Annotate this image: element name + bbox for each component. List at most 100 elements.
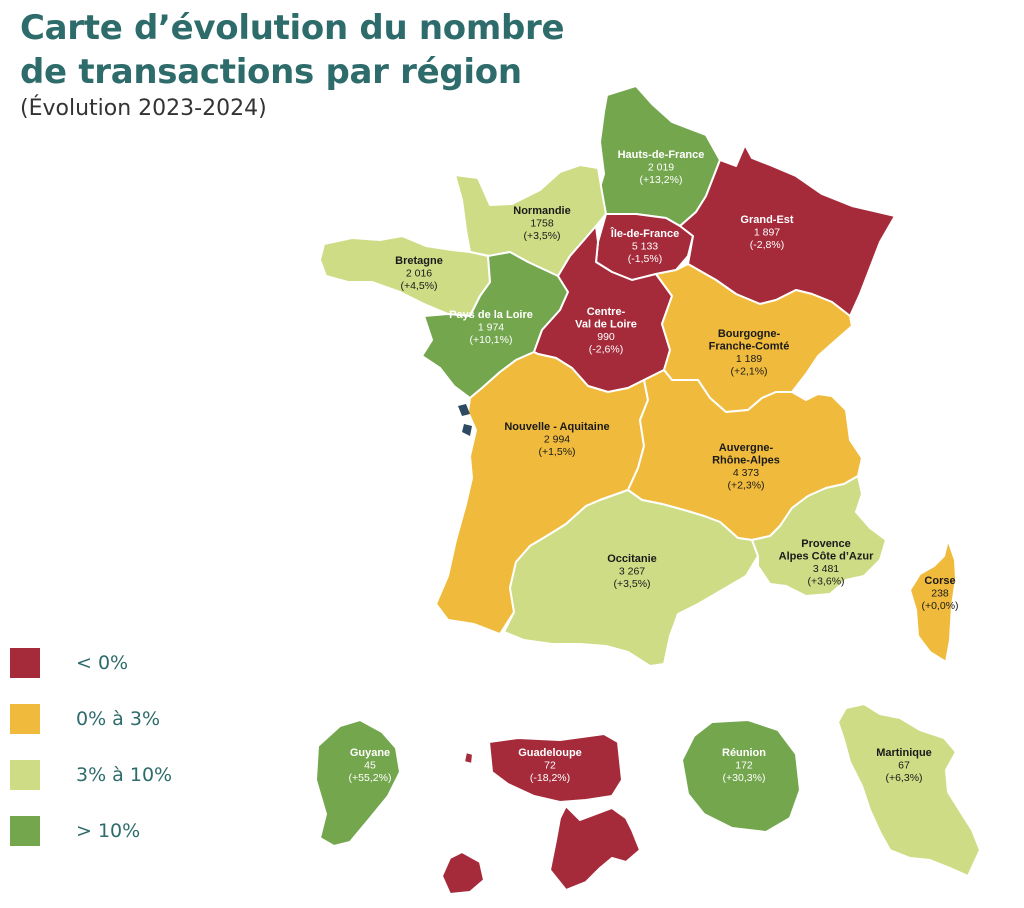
region-change: (-18,2%) — [530, 772, 570, 784]
region-name: Bretagne — [395, 255, 443, 267]
region-label-normandie: Normandie 1758 (+3,5%) — [513, 205, 570, 242]
region-label-bretagne: Bretagne 2 016 (+4,5%) — [395, 255, 443, 292]
region-name: Hauts-de-France — [618, 149, 705, 161]
region-label-martinique: Martinique 67 (+6,3%) — [876, 747, 932, 784]
region-martinique — [837, 703, 981, 877]
region-name: Guadeloupe — [518, 747, 582, 759]
region-shape-martinique — [837, 703, 981, 877]
region-transactions: 238 — [931, 588, 949, 600]
region-transactions: 72 — [544, 760, 556, 772]
region-change: (+13,2%) — [640, 174, 683, 186]
region-label-bourgogne-franche-comte: Bourgogne-Franche-Comté 1 189 (+2,1%) — [709, 328, 790, 378]
legend-item: < 0% — [10, 648, 172, 678]
region-paca — [751, 475, 887, 597]
region-transactions: 2 016 — [406, 268, 432, 280]
region-label-occitanie: Occitanie 3 267 (+3,5%) — [607, 553, 657, 590]
region-name: Centre- — [587, 306, 626, 318]
region-change: (+55,2%) — [349, 772, 392, 784]
region-shape-corse — [909, 539, 957, 663]
region-transactions: 172 — [735, 760, 753, 772]
region-label-nouvelle-aquitaine: Nouvelle - Aquitaine 2 994 (+1,5%) — [504, 421, 609, 458]
region-transactions: 3 481 — [813, 563, 839, 575]
region-shape-guadeloupe-1 — [549, 805, 641, 891]
region-change: (+0,0%) — [921, 600, 958, 612]
legend-label: < 0% — [76, 652, 129, 674]
region-label-guadeloupe: Guadeloupe 72 (-18,2%) — [518, 747, 582, 784]
region-change: (+30,3%) — [723, 772, 766, 784]
legend-item: 0% à 3% — [10, 704, 172, 734]
map-subtitle: (Évolution 2023-2024) — [20, 96, 267, 121]
legend-swatch — [10, 648, 40, 678]
region-name: Corse — [924, 575, 955, 587]
map-title-line-2: de transactions par région — [20, 52, 522, 92]
region-name: Martinique — [876, 747, 932, 759]
region-label-pays-de-la-loire: Pays de la Loire 1 974 (+10,1%) — [449, 309, 533, 346]
region-guyane — [315, 719, 401, 847]
region-transactions: 4 373 — [733, 467, 759, 479]
region-name: Provence — [801, 538, 851, 550]
region-shape-paca — [751, 475, 887, 597]
region-shape-reunion — [681, 719, 801, 833]
region-transactions: 5 133 — [632, 241, 658, 253]
region-change: (+1,5%) — [538, 446, 575, 458]
region-name: Réunion — [722, 747, 766, 759]
region-name: Nouvelle - Aquitaine — [504, 421, 609, 433]
region-change: (+3,5%) — [613, 578, 650, 590]
region-change: (+2,1%) — [730, 366, 767, 378]
region-shape-guadeloupe-2 — [441, 851, 485, 895]
region-label-corse: Corse 238 (+0,0%) — [921, 575, 958, 612]
region-name: Pays de la Loire — [449, 309, 533, 321]
region-change: (+4,5%) — [400, 280, 437, 292]
region-name: Auvergne- — [719, 442, 774, 454]
region-transactions: 2 994 — [544, 434, 570, 446]
region-reunion — [681, 719, 801, 833]
region-change: (+3,6%) — [807, 576, 844, 588]
legend-label: 0% à 3% — [76, 708, 161, 730]
title-block: Carte d’évolution du nombre de transacti… — [20, 6, 565, 121]
region-name: Bourgogne- — [718, 328, 781, 340]
region-shape-occitanie — [503, 489, 759, 667]
legend-item: 3% à 10% — [10, 760, 172, 790]
region-change: (+10,1%) — [470, 334, 513, 346]
region-name: Rhône-Alpes — [712, 455, 780, 467]
region-transactions: 1758 — [530, 218, 554, 230]
region-name: Val de Loire — [575, 319, 637, 331]
region-name: Île-de-France — [610, 227, 679, 240]
region-change: (-2,6%) — [589, 344, 623, 356]
region-transactions: 1 974 — [478, 322, 504, 334]
region-transactions: 1 897 — [754, 227, 780, 239]
region-transactions: 3 267 — [619, 566, 645, 578]
legend-item: > 10% — [10, 816, 172, 846]
region-guadeloupe — [441, 733, 641, 895]
region-label-ile-de-france: Île-de-France 5 133 (-1,5%) — [610, 227, 679, 265]
legend-swatch — [10, 816, 40, 846]
region-shape-guadeloupe-3 — [463, 751, 474, 765]
map-title-line-1: Carte d’évolution du nombre — [20, 8, 565, 48]
region-name: Alpes Côte d’Azur — [779, 551, 874, 563]
region-shape-guadeloupe — [488, 733, 623, 803]
region-change: (+6,3%) — [885, 772, 922, 784]
region-label-hauts-de-france: Hauts-de-France 2 019 (+13,2%) — [618, 149, 705, 186]
region-name: Grand-Est — [740, 214, 794, 226]
region-transactions: 45 — [364, 760, 376, 772]
island-2 — [462, 424, 472, 436]
region-label-guyane: Guyane 45 (+55,2%) — [349, 747, 392, 784]
region-label-auvergne-rhone-alpes: Auvergne-Rhône-Alpes 4 373 (+2,3%) — [712, 442, 780, 492]
region-shape-guyane — [315, 719, 401, 847]
legend: < 0% 0% à 3% 3% à 10% > 10% — [10, 648, 172, 872]
region-change: (-2,8%) — [750, 239, 784, 251]
region-transactions: 67 — [898, 760, 910, 772]
region-label-centre-val-de-loire: Centre-Val de Loire 990 (-2,6%) — [575, 306, 637, 356]
region-label-paca: Provence Alpes Côte d’Azur 3 481 (+3,6%) — [779, 538, 874, 588]
legend-swatch — [10, 704, 40, 734]
region-occitanie — [503, 489, 759, 667]
legend-label: > 10% — [76, 820, 141, 842]
region-name: Franche-Comté — [709, 341, 790, 353]
region-name: Normandie — [513, 205, 570, 217]
region-name: Guyane — [350, 747, 390, 759]
region-label-grand-est: Grand-Est 1 897 (-2,8%) — [740, 214, 794, 251]
region-transactions: 1 189 — [736, 353, 762, 365]
region-transactions: 2 019 — [648, 162, 674, 174]
region-name: Occitanie — [607, 553, 657, 565]
